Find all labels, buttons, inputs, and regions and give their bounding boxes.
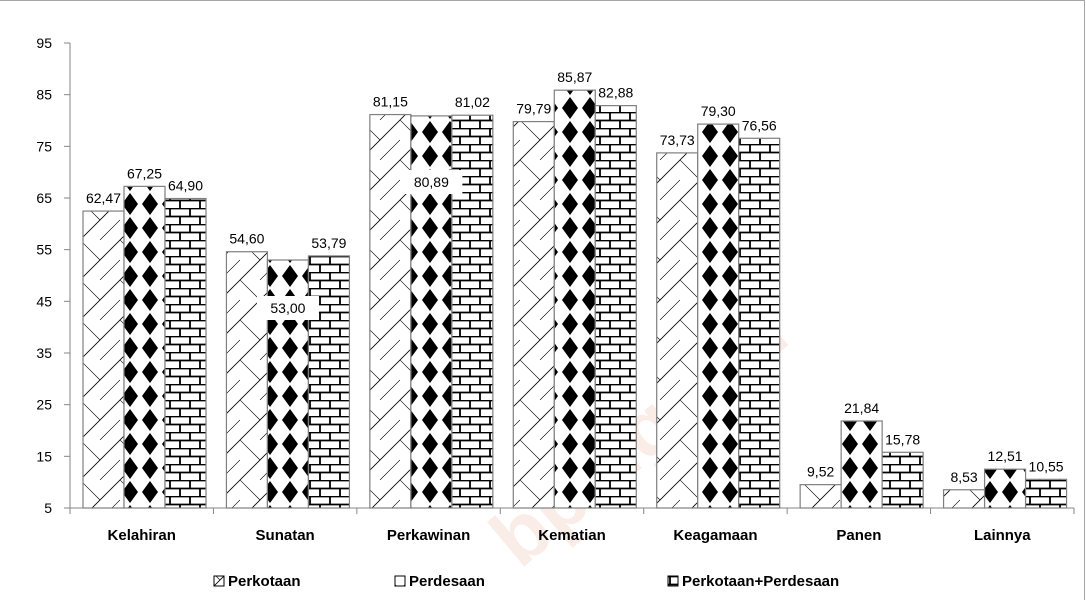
data-label: 80,89 [414,174,449,190]
y-tick-label: 95 [36,35,52,51]
y-tick-label: 35 [36,345,52,361]
data-label: 21,84 [844,400,879,416]
bar-perdesaan [983,468,1027,509]
data-label: 15,78 [885,431,920,447]
bar-perkotaan [82,210,125,509]
bar-perkotaan-perdesaan [738,137,781,509]
category-label: Lainnya [974,527,1031,544]
bar-perkotaan-perdesaan [307,255,351,509]
legend-label: Perdesaan [409,573,485,590]
data-label: 76,56 [742,117,777,133]
data-label: 8,53 [950,469,977,485]
data-label-background [256,296,319,320]
y-tick-label: 85 [36,87,52,103]
bar-perkotaan-perdesaan [594,105,637,509]
data-label-background [400,170,463,194]
y-tick-label: 5 [44,500,52,516]
data-label: 53,00 [270,300,305,316]
legend-swatch [213,575,225,587]
category-label: Kelahiran [108,527,176,544]
y-tick-label: 55 [36,242,52,258]
bar-perkotaan [799,484,842,509]
bar-perdesaan [840,420,883,509]
data-label: 62,47 [86,190,121,206]
bar-perkotaan [656,152,699,509]
category-label: Panen [836,527,881,544]
data-label: 54,60 [229,231,264,247]
data-label: 67,25 [127,165,162,181]
legend-label: Perkotaan [228,573,301,590]
y-tick-label: 45 [36,293,52,309]
bar-perkotaan [225,251,269,509]
bars [82,89,1068,509]
category-label: Perkawinan [387,527,470,544]
data-label: 12,51 [988,448,1023,464]
bar-perdesaan [553,89,596,509]
bar-perdesaan [697,123,740,509]
y-tick-label: 25 [36,397,52,413]
legend-label: Perkotaan+Perdesaan [682,573,839,590]
data-label: 9,52 [807,464,834,480]
legend-swatch [667,575,679,587]
category-label: Kematian [538,527,606,544]
bar-perkotaan-perdesaan [881,451,924,509]
data-label: 79,30 [701,103,736,119]
legend: Perkotaan Perdesaan Perkotaan+Perdesaan [213,573,839,590]
category-label: Keagamaan [673,527,757,544]
data-label: 79,79 [516,101,551,117]
data-label: 10,55 [1029,458,1064,474]
data-label: 82,88 [598,85,633,101]
legend-swatch [394,575,406,587]
y-tick-label: 15 [36,448,52,464]
data-label: 85,87 [557,69,592,85]
bar-perkotaan [942,489,986,509]
category-label: Sunatan [256,527,315,544]
y-tick-label: 75 [36,138,52,154]
data-label: 73,73 [660,132,695,148]
bar-perkotaan-perdesaan [1024,478,1068,509]
bar-perdesaan [123,185,166,509]
data-labels: 62,47 54,60 81,15 79,79 73,73 9,52 8,53 67,25 53… [86,69,1064,485]
bar-perkotaan-perdesaan [164,197,207,509]
data-label: 81,15 [373,94,408,110]
data-label: 81,02 [455,94,490,110]
bar-perkotaan [512,120,555,509]
data-label: 53,79 [311,235,346,251]
y-tick-label: 65 [36,190,52,206]
data-label: 64,90 [168,178,203,194]
